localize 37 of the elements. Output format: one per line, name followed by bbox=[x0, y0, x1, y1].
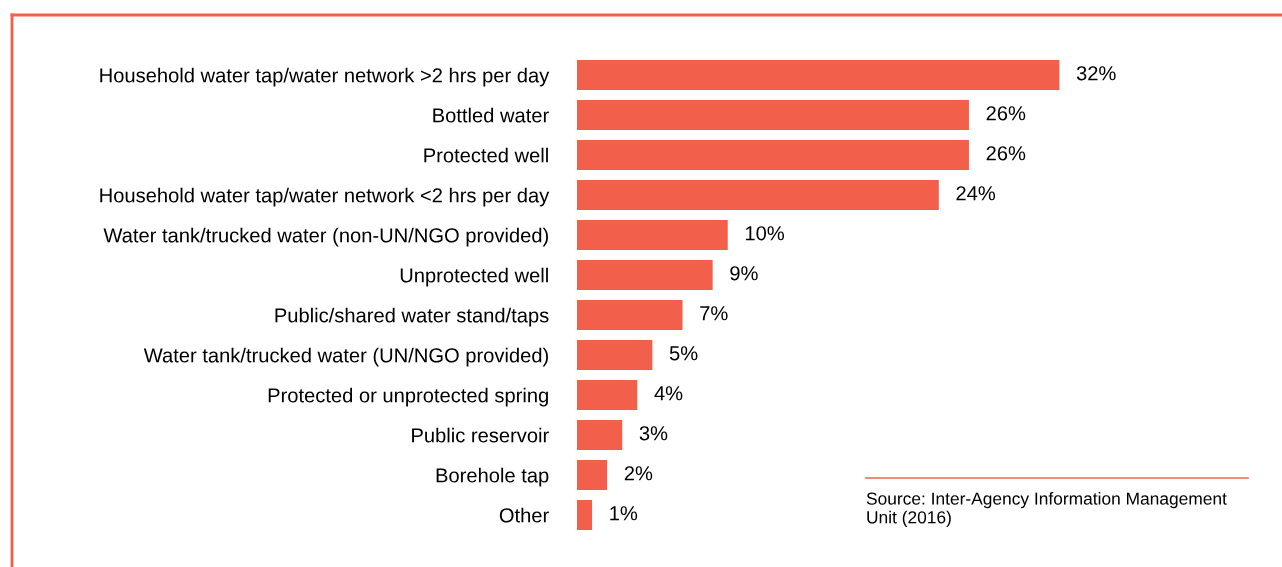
y-tick-label: Household water tap/water network >2 hrs per day bbox=[100, 67, 550, 87]
data-label: 26% bbox=[986, 106, 1026, 121]
y-tick-label: Water tank/trucked water (non-UN/NGO provided) bbox=[103, 227, 548, 247]
y-tick-label: Borehole tap bbox=[436, 467, 549, 487]
data-label: 3% bbox=[639, 426, 668, 441]
data-label: 7% bbox=[700, 306, 728, 321]
bar bbox=[577, 340, 653, 370]
y-tick-label: Water tank/trucked water (UN/NGO provided) bbox=[143, 347, 548, 367]
data-label: 24% bbox=[956, 186, 996, 201]
y-tick-label: Unprotected well bbox=[400, 267, 548, 287]
y-tick-label: Other bbox=[499, 507, 549, 523]
y-tick-label: Protected or unprotected spring bbox=[268, 387, 548, 407]
data-label: 2% bbox=[624, 466, 653, 481]
bar bbox=[577, 180, 939, 210]
data-label: 9% bbox=[730, 266, 758, 281]
bar bbox=[577, 100, 969, 130]
bar bbox=[577, 260, 713, 290]
y-tick-label: Public/shared water stand/taps bbox=[275, 307, 549, 327]
bar bbox=[577, 420, 623, 450]
bar bbox=[577, 460, 608, 490]
y-tick-label: Bottled water bbox=[433, 107, 549, 123]
y-tick-label: Public reservoir bbox=[412, 427, 549, 443]
annotation: Source: Inter-Agency Information Management Unit (2016) bbox=[866, 492, 1227, 527]
bar bbox=[577, 500, 593, 530]
data-label: 32% bbox=[1076, 66, 1116, 81]
data-label: 5% bbox=[669, 346, 698, 361]
data-label: 4% bbox=[654, 386, 683, 401]
data-label: 1% bbox=[610, 506, 638, 521]
bar bbox=[577, 380, 638, 410]
y-tick-label: Household water tap/water network <2 hrs per day bbox=[100, 187, 550, 207]
bar bbox=[577, 300, 683, 330]
data-label: 26% bbox=[986, 146, 1026, 161]
data-label: 10% bbox=[745, 226, 785, 241]
bar bbox=[577, 60, 1060, 90]
bar bbox=[577, 220, 728, 250]
y-tick-label: Protected well bbox=[424, 147, 548, 163]
bar bbox=[577, 140, 969, 170]
